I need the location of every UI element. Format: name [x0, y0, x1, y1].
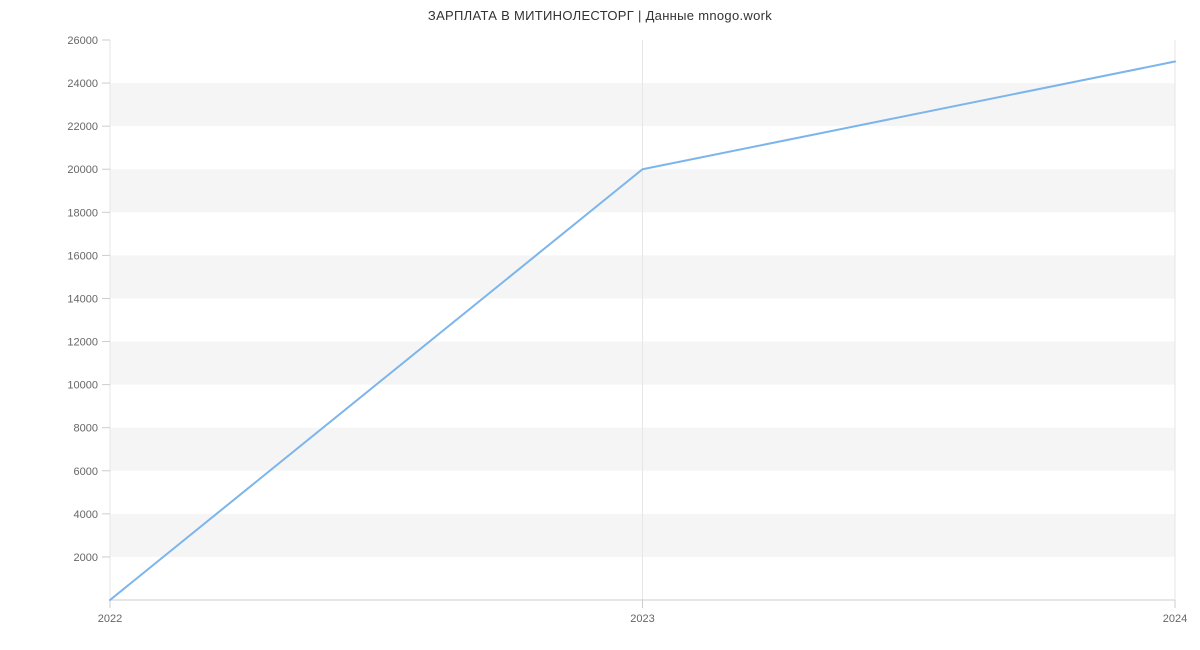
y-tick-label: 10000: [67, 380, 98, 392]
y-tick-label: 20000: [67, 164, 98, 176]
y-tick-label: 12000: [67, 337, 98, 349]
y-tick-label: 8000: [74, 423, 98, 435]
chart-container: ЗАРПЛАТА В МИТИНОЛЕСТОРГ | Данные mnogo.…: [0, 0, 1200, 650]
y-tick-label: 16000: [67, 250, 98, 262]
y-tick-label: 26000: [67, 35, 98, 47]
x-tick-label: 2024: [1163, 613, 1187, 625]
y-tick-label: 22000: [67, 121, 98, 133]
x-tick-label: 2022: [98, 613, 122, 625]
y-tick-label: 24000: [67, 78, 98, 90]
y-tick-label: 18000: [67, 207, 98, 219]
y-tick-label: 4000: [74, 509, 98, 521]
y-tick-label: 14000: [67, 293, 98, 305]
y-tick-label: 6000: [74, 466, 98, 478]
x-tick-label: 2023: [630, 613, 654, 625]
y-tick-label: 2000: [74, 552, 98, 564]
salary-line-chart: 2000 4000 6000 8000 10000 12000 14000 16000 1800…: [0, 0, 1200, 650]
